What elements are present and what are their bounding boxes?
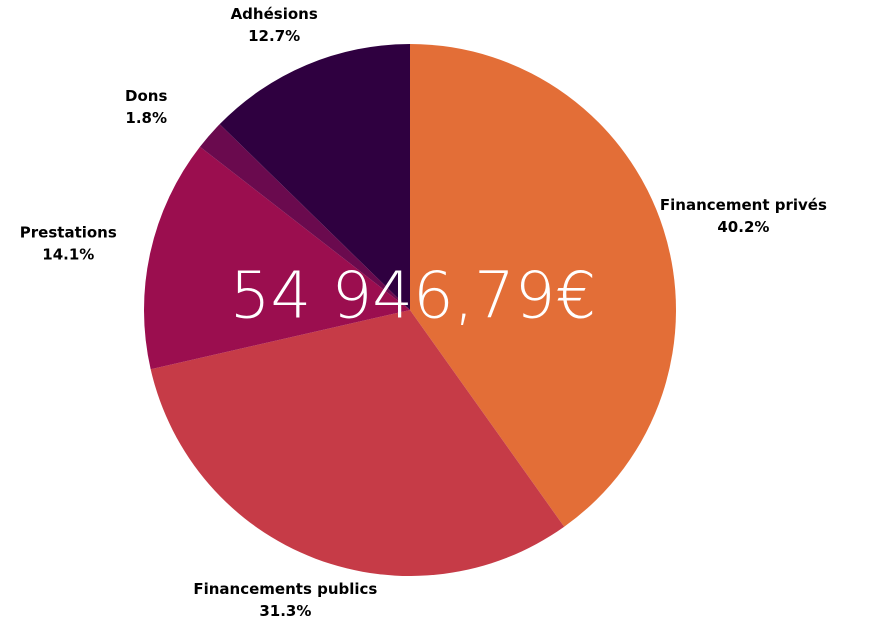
slice-value: 40.2% [717, 218, 769, 236]
slice [410, 44, 676, 527]
slice-label: Financement privés [660, 196, 827, 214]
slice [219, 44, 410, 310]
slice-label: Adhésions [231, 5, 318, 23]
slice-label: Financements publics [193, 580, 377, 598]
slice [199, 124, 410, 310]
slice-value: 12.7% [248, 27, 300, 45]
slice-label: Prestations [20, 223, 117, 241]
slice-label: Dons [125, 87, 167, 105]
slice-value: 31.3% [259, 602, 311, 620]
slice [143, 146, 410, 370]
slice [150, 310, 565, 576]
slice-value: 1.8% [125, 109, 167, 127]
slice-value: 14.1% [42, 245, 94, 263]
center-label: 54 946,79€ [230, 260, 596, 334]
